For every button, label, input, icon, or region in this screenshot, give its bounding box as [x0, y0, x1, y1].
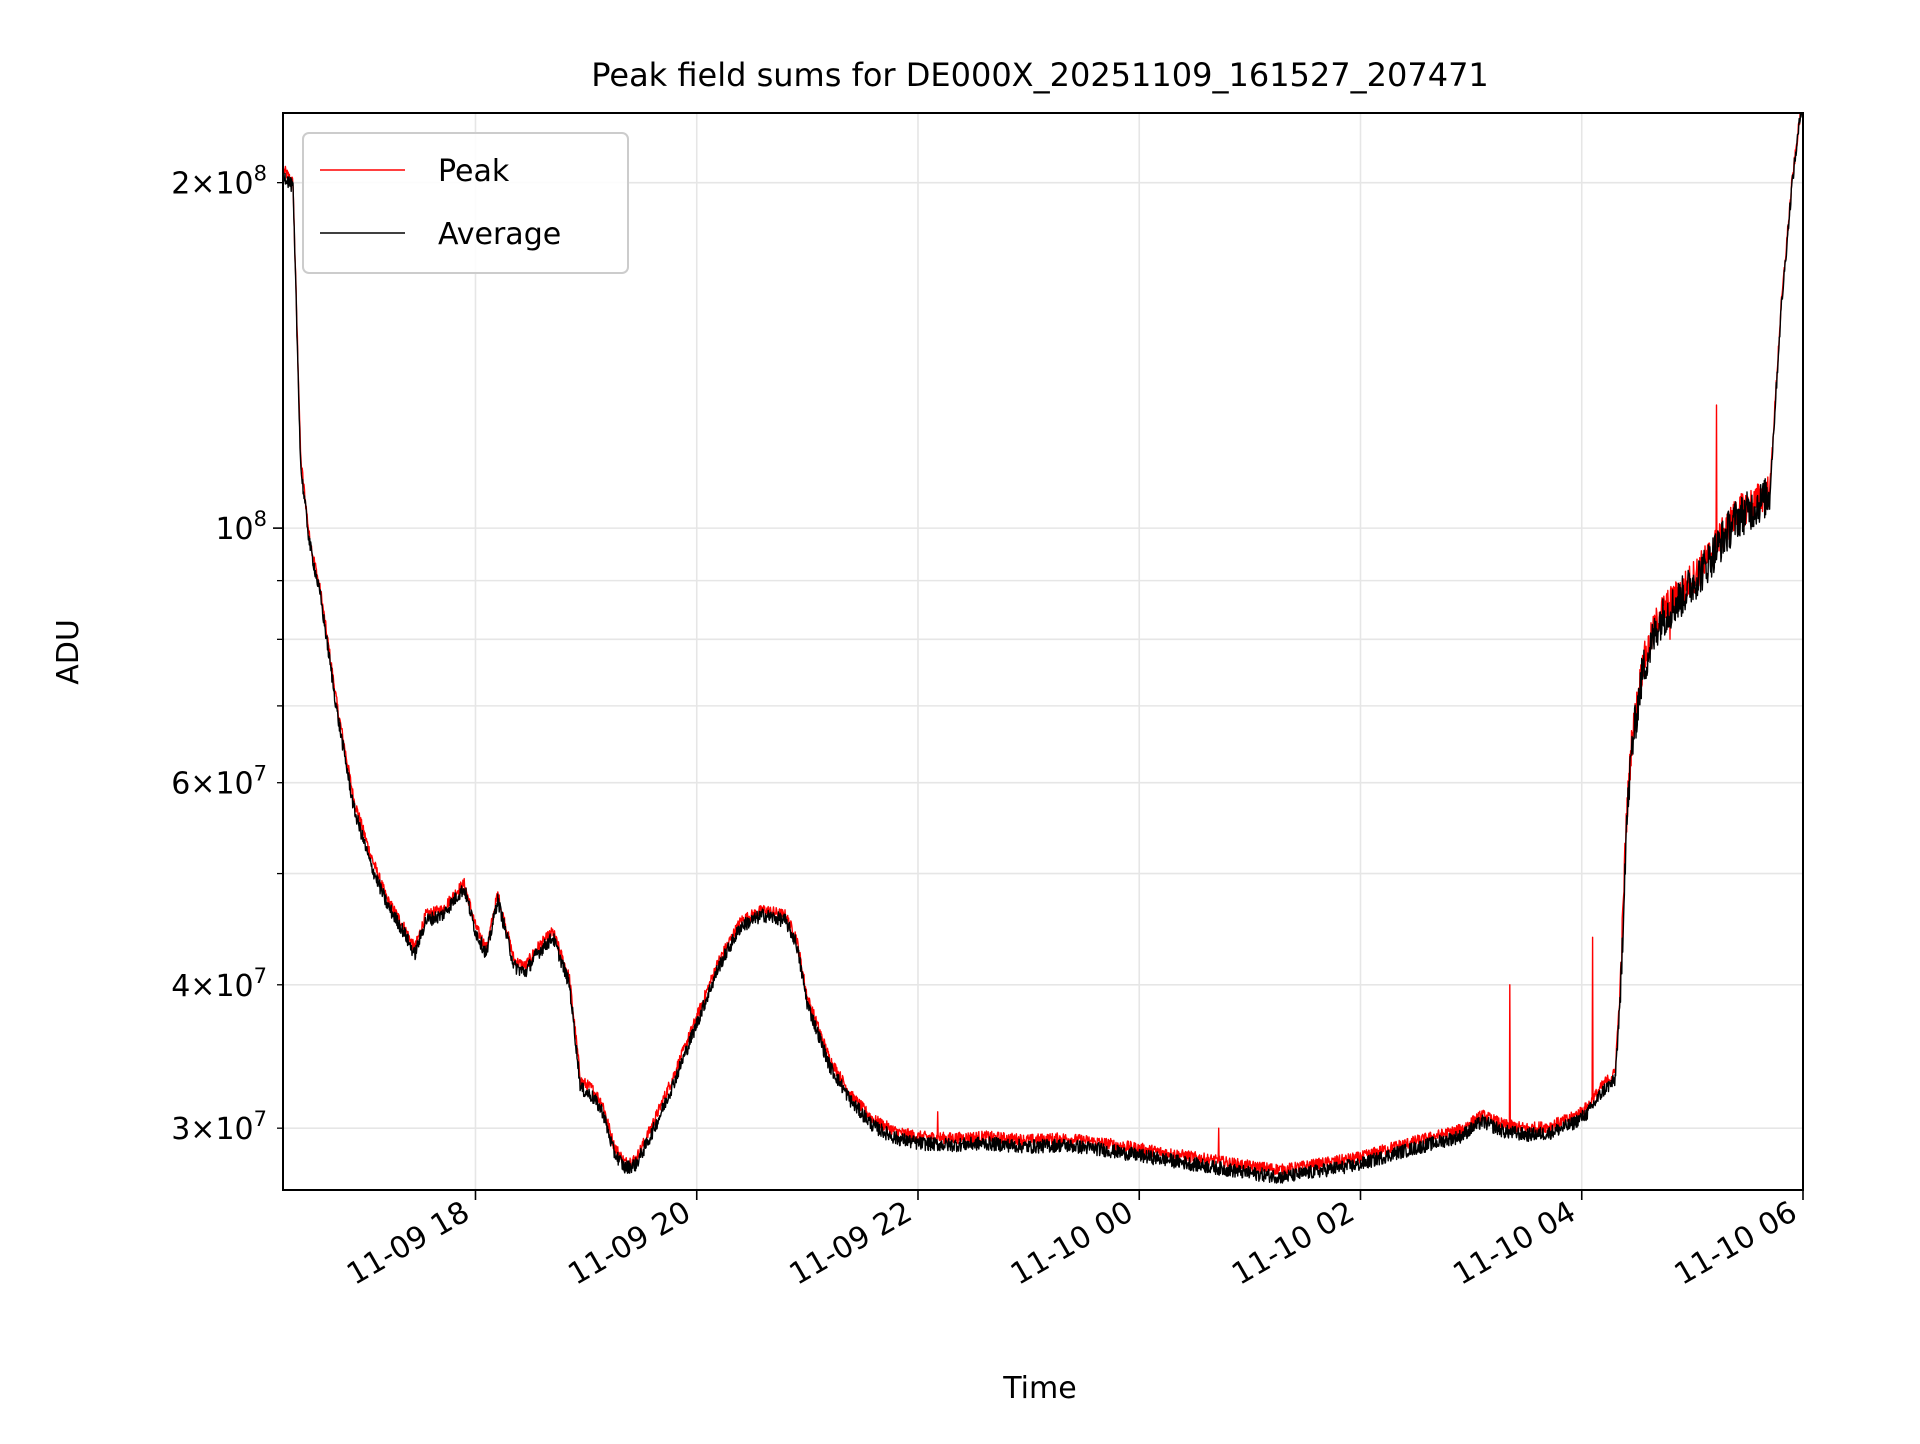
y-tick-label: 3×107	[171, 1107, 267, 1147]
y-axis-label: ADU	[51, 619, 86, 685]
legend-label-average: Average	[438, 217, 561, 252]
y-tick-label-exp: 7	[254, 964, 267, 988]
y-tick-label: 4×107	[171, 964, 267, 1004]
y-tick-label-exp: 8	[254, 162, 267, 186]
legend-label-peak: Peak	[438, 154, 510, 189]
plot-frame	[282, 112, 1804, 1191]
y-tick-label-mantissa: 4×10	[171, 969, 253, 1004]
chart-title: Peak field sums for DE000X_20251109_1615…	[591, 56, 1489, 94]
legend-box	[302, 132, 629, 274]
y-tick-label-mantissa: 3×10	[171, 1112, 253, 1147]
y-tick-label-mantissa: 6×10	[171, 767, 253, 802]
y-tick-label-mantissa: 2×10	[171, 167, 253, 202]
y-tick-label: 2×108	[171, 162, 267, 202]
y-tick-label-exp: 8	[254, 507, 267, 531]
y-tick-label: 6×107	[171, 762, 267, 802]
legend: Peak Average	[302, 132, 629, 274]
x-axis-label: Time	[1002, 1371, 1076, 1406]
y-tick-label-exp: 7	[254, 762, 267, 786]
series-line-average	[283, 113, 1803, 1184]
y-tick-label-base: 10	[215, 512, 253, 547]
series-layer	[283, 113, 1803, 1184]
y-tick-label-exp: 7	[254, 1107, 267, 1131]
y-tick-label: 108	[215, 507, 267, 547]
